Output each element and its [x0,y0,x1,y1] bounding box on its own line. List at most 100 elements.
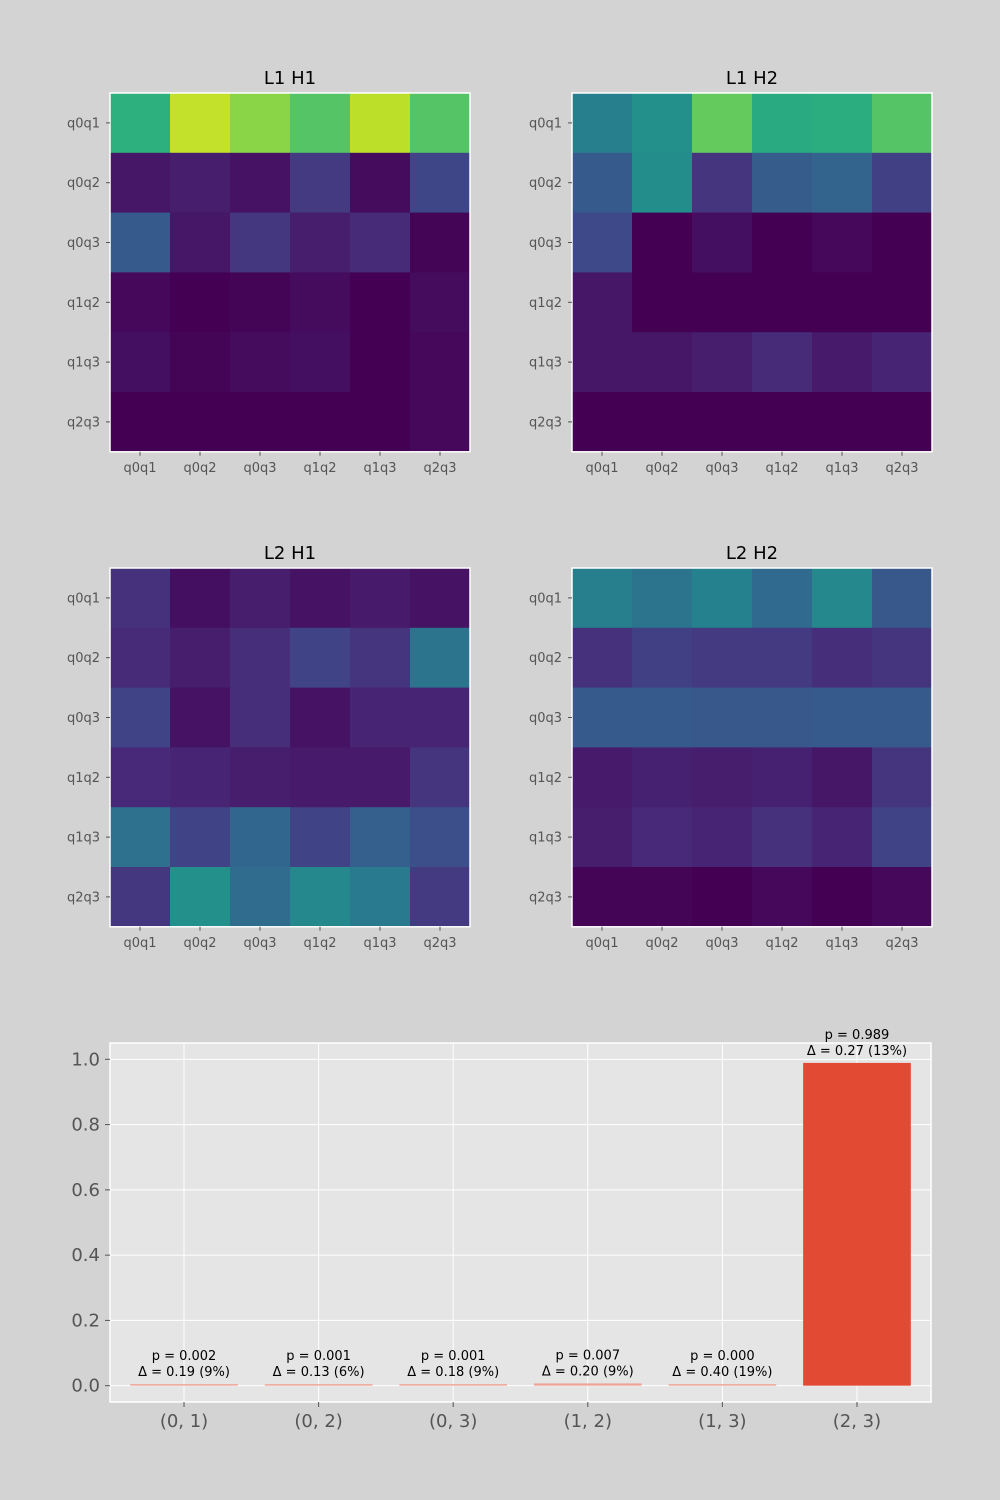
y-tick-label: q1q3 [67,831,100,846]
heatmap-cell [410,93,471,154]
heatmap-cell [170,807,231,868]
heatmap-cell [230,867,291,928]
y-tick-label: q1q2 [529,296,562,311]
heatmap-cell [110,867,171,928]
bar [668,1384,777,1386]
x-tick-label: q0q3 [705,461,738,476]
y-tick-label: 0.4 [71,1245,100,1266]
x-tick-label: (0, 2) [294,1411,342,1432]
y-tick-label: q1q2 [67,771,100,786]
heatmap-cell [170,332,231,393]
heatmap-cell [572,807,633,868]
heatmap-cell [170,392,231,453]
x-tick-label: q2q3 [423,936,456,951]
heatmap-cell [812,807,873,868]
heatmap-cell [812,332,873,393]
heatmap-cell [572,687,633,748]
heatmap-cell [872,807,933,868]
heatmap-cell [872,272,933,333]
y-tick-label: q0q1 [529,591,562,606]
heatmap-cell [692,568,753,629]
x-tick-label: (1, 2) [564,1411,612,1432]
heatmap-cell [290,332,351,393]
heatmap-cell [170,212,231,273]
heatmap-cell [692,392,753,453]
heatmap-cell [812,272,873,333]
y-tick-label: q0q2 [529,176,562,191]
bar [264,1384,373,1386]
heatmap-cell [170,272,231,333]
x-tick-label: (1, 3) [698,1411,746,1432]
heatmap-title: L2 H2 [726,543,778,564]
heatmap-cell [812,747,873,808]
y-tick-label: q0q2 [67,651,100,666]
heatmap-cell [410,568,471,629]
heatmap-cell [872,212,933,273]
heatmap-cell [692,212,753,273]
heatmap-cell [812,867,873,928]
heatmap-panels: L1 H1 q0q1 q0q2 q0q3 q1q2 q1q3 q2q3 q0q1 q0q2 q0q… [67,68,933,951]
heatmap-cell [350,332,411,393]
heatmap-title: L1 H2 [726,68,778,89]
heatmap-cell [350,392,411,453]
heatmap-cell [752,867,813,928]
bar-annotation-delta: Δ = 0.13 (6%) [273,1365,365,1380]
heatmap-cell [290,747,351,808]
heatmap-cell [692,687,753,748]
heatmap-frame [109,567,471,928]
heatmap-cell [230,747,291,808]
x-tick-label: q0q3 [243,936,276,951]
heatmap-cell [872,152,933,214]
heatmap-cell [812,627,873,689]
heatmap-cell [872,332,933,393]
bar-annotation-p: p = 0.007 [555,1348,620,1363]
heatmap-cell [290,152,351,214]
y-tick-label: 1.0 [71,1049,100,1070]
heatmap-cell [752,272,813,333]
y-tick-label: q1q2 [529,771,562,786]
bar-annotation-delta: Δ = 0.18 (9%) [407,1365,499,1380]
bar-annotation-p: p = 0.001 [421,1349,486,1364]
heatmap-cell [290,93,351,154]
bar-annotation-p: p = 0.001 [286,1349,351,1364]
heatmap-cell [572,392,633,453]
heatmap-cell [572,568,633,629]
x-tick-label: q0q1 [123,461,156,476]
heatmap-cell [410,152,471,214]
x-tick-label: q1q2 [303,936,336,951]
y-tick-label: q1q3 [67,356,100,371]
heatmap-cell [872,392,933,453]
heatmap-cell [110,332,171,393]
heatmap-cell [632,212,693,273]
heatmap-cell [572,93,633,154]
heatmap-cell [350,687,411,748]
heatmap-cell [752,568,813,629]
x-tick-label: q1q3 [825,936,858,951]
heatmap-cell [170,867,231,928]
heatmap-cell [290,568,351,629]
x-tick-label: q2q3 [885,936,918,951]
y-tick-label: q2q3 [529,890,562,905]
heatmap-cell [632,392,693,453]
heatmap-title: L1 H1 [264,68,316,89]
bar-annotation-p: p = 0.989 [825,1028,890,1043]
x-tick-label: q0q3 [243,461,276,476]
heatmap-cell [692,627,753,689]
heatmap-cell [350,212,411,273]
heatmap-cell [170,568,231,629]
heatmap-cell [632,687,693,748]
y-tick-label: q0q1 [67,591,100,606]
y-tick-label: q0q3 [67,236,100,251]
heatmap-cell [410,332,471,393]
bar-annotation-delta: Δ = 0.19 (9%) [138,1365,230,1380]
heatmap-cell [632,627,693,689]
heatmap-cell [752,747,813,808]
y-tick-label: 0.0 [71,1376,100,1397]
heatmap-cell [350,807,411,868]
heatmap-cell [812,212,873,273]
heatmap-cell [350,747,411,808]
heatmap-cell [110,392,171,453]
heatmap-frame [571,92,933,453]
heatmap-cell [632,332,693,393]
x-tick-label: q1q2 [765,461,798,476]
